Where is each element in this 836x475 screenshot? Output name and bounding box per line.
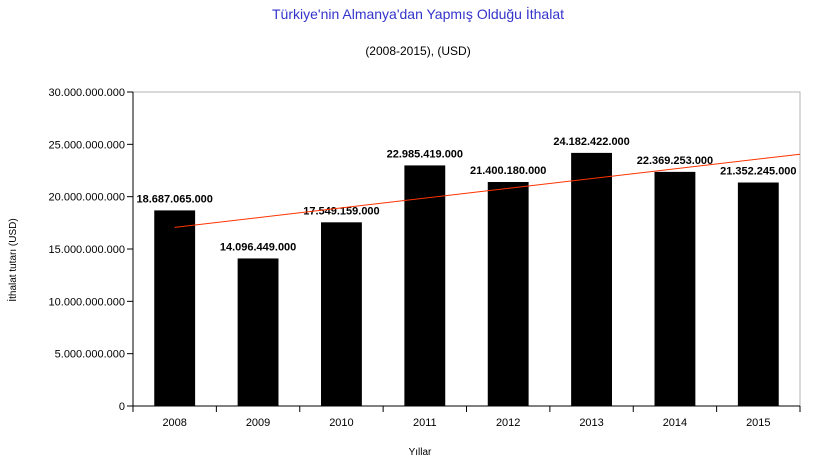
- bar: [571, 152, 612, 406]
- x-tick-label: 2014: [663, 417, 687, 429]
- x-tick-label: 2010: [329, 417, 353, 429]
- y-tick-label: 5.000.000.000: [55, 349, 125, 361]
- bar: [737, 182, 779, 406]
- bar: [154, 210, 196, 406]
- x-tick-label: 2012: [496, 417, 520, 429]
- bar: [404, 165, 446, 406]
- chart-title: Türkiye'nin Almanya'dan Yapmış Olduğu İt…: [272, 6, 564, 22]
- y-tick-label: 20.000.000.000: [49, 192, 125, 204]
- data-label: 14.096.449.000: [220, 241, 296, 253]
- data-label: 24.182.422.000: [553, 136, 629, 148]
- x-tick-label: 2008: [162, 417, 186, 429]
- x-tick-label: 2013: [579, 417, 603, 429]
- x-tick-label: 2015: [746, 417, 770, 429]
- data-label: 21.352.245.000: [720, 166, 796, 178]
- y-tick-label: 15.000.000.000: [49, 244, 125, 256]
- bar: [321, 222, 362, 406]
- data-label: 22.369.253.000: [637, 155, 713, 167]
- y-tick-label: 10.000.000.000: [49, 296, 125, 308]
- y-tick-label: 30.000.000.000: [49, 87, 125, 99]
- data-label: 22.985.419.000: [387, 148, 463, 160]
- data-label: 17.549.159.000: [303, 205, 379, 217]
- y-tick-label: 0: [119, 401, 125, 413]
- trendline: [174, 153, 801, 228]
- bar: [654, 171, 696, 406]
- bar: [487, 182, 529, 406]
- data-label: 18.687.065.000: [136, 193, 212, 205]
- x-tick-label: 2009: [246, 417, 270, 429]
- data-label: 21.400.180.000: [470, 165, 546, 177]
- y-tick-label: 25.000.000.000: [49, 139, 125, 151]
- bar: [237, 258, 279, 406]
- x-tick-label: 2011: [413, 417, 437, 429]
- chart-subtitle: (2008-2015), (USD): [365, 44, 471, 58]
- y-axis-label: İthalat tutarı (USD): [6, 218, 19, 301]
- x-axis-label: Yıllar: [409, 447, 432, 458]
